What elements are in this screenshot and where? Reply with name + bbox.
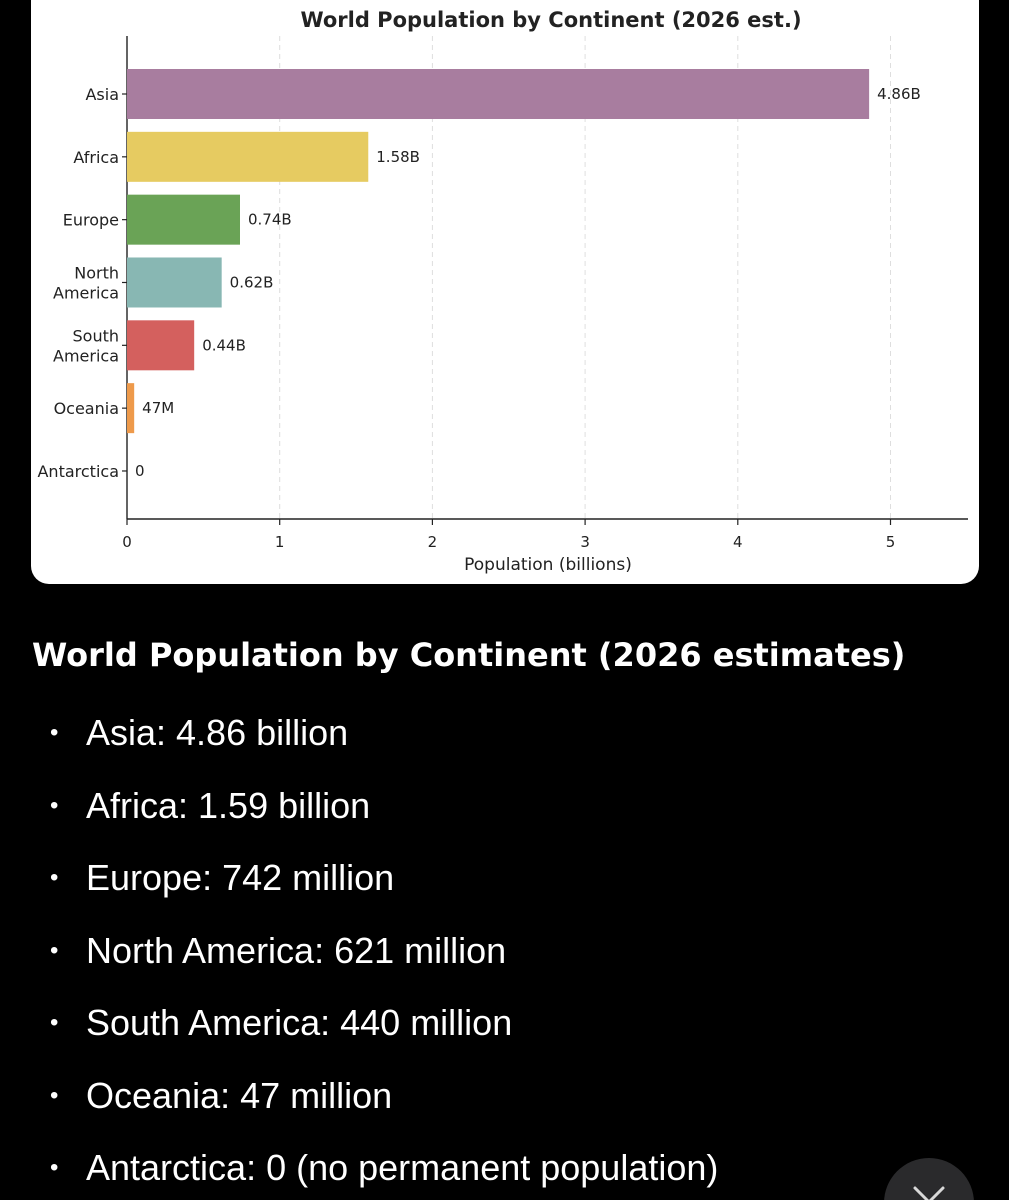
- summary-item-text: Asia: 4.86 billion: [86, 712, 349, 753]
- scroll-down-button[interactable]: [884, 1158, 974, 1200]
- chevron-down-icon: [913, 1186, 945, 1200]
- bar-value-label: 0.74B: [248, 211, 292, 229]
- bullet-glyph: •: [50, 864, 59, 891]
- category-label: Europe: [63, 211, 119, 230]
- bar-value-label: 4.86B: [877, 85, 921, 103]
- x-tick-label: 4: [733, 533, 743, 551]
- bullet-glyph: •: [50, 719, 59, 746]
- summary-item: • South America: 440 million: [0, 990, 718, 1063]
- bar: [127, 257, 222, 308]
- x-tick-label: 1: [275, 533, 285, 551]
- x-tick-label: 3: [580, 533, 590, 551]
- bullet-glyph: •: [50, 936, 59, 964]
- summary-item-text: South America: 440 million: [86, 1002, 513, 1043]
- summary-item: • Oceania: 47 million: [0, 1063, 718, 1136]
- summary-item: • Europe: 742 million: [0, 845, 718, 918]
- bar-value-label: 0.62B: [230, 273, 274, 291]
- bullet-glyph: •: [50, 791, 59, 819]
- x-tick-label: 2: [428, 533, 438, 551]
- bar: [127, 131, 369, 182]
- bullet-glyph: •: [50, 1154, 59, 1181]
- summary-list: • Asia: 4.86 billion • Africa: 1.59 billion…: [0, 700, 718, 1200]
- x-tick-label: 5: [886, 533, 896, 551]
- summary-item: • Antarctica: 0 (no permanent population): [0, 1135, 718, 1200]
- summary-heading: World Population by Continent (2026 esti…: [32, 636, 906, 674]
- bar: [127, 320, 195, 371]
- chart-card: World Population by Continent (2026 est.…: [31, 0, 979, 584]
- summary-item: • Asia: 4.86 billion: [0, 700, 718, 773]
- summary-item-text: Antarctica: 0 (no permanent population): [86, 1147, 719, 1188]
- bar-value-label: 1.58B: [376, 148, 420, 166]
- bar-value-label: 0: [135, 462, 145, 480]
- bar-value-label: 0.44B: [202, 336, 246, 354]
- population-bar-chart: World Population by Continent (2026 est.…: [37, 8, 968, 575]
- bar: [127, 383, 135, 434]
- summary-item: • North America: 621 million: [0, 918, 718, 991]
- category-label: North America: [53, 263, 119, 302]
- summary-item: • Africa: 1.59 billion: [0, 773, 718, 846]
- chart-title: World Population by Continent (2026 est.…: [300, 8, 801, 32]
- category-label: Antarctica: [37, 462, 119, 481]
- summary-item-text: Africa: 1.59 billion: [86, 784, 371, 826]
- category-label: South America: [53, 326, 119, 365]
- x-axis-label: Population (billions): [464, 555, 632, 575]
- bullet-glyph: •: [50, 1081, 59, 1109]
- category-label: Oceania: [54, 399, 119, 418]
- bullet-glyph: •: [50, 1009, 59, 1036]
- bar: [127, 194, 240, 245]
- summary-item-text: North America: 621 million: [86, 929, 507, 971]
- category-label: Africa: [73, 148, 119, 167]
- category-label: Asia: [85, 85, 119, 104]
- bar: [127, 69, 870, 119]
- x-tick-label: 0: [122, 533, 132, 551]
- summary-item-text: Oceania: 47 million: [86, 1074, 393, 1116]
- summary-item-text: Europe: 742 million: [86, 857, 395, 898]
- bar-value-label: 47M: [142, 399, 174, 417]
